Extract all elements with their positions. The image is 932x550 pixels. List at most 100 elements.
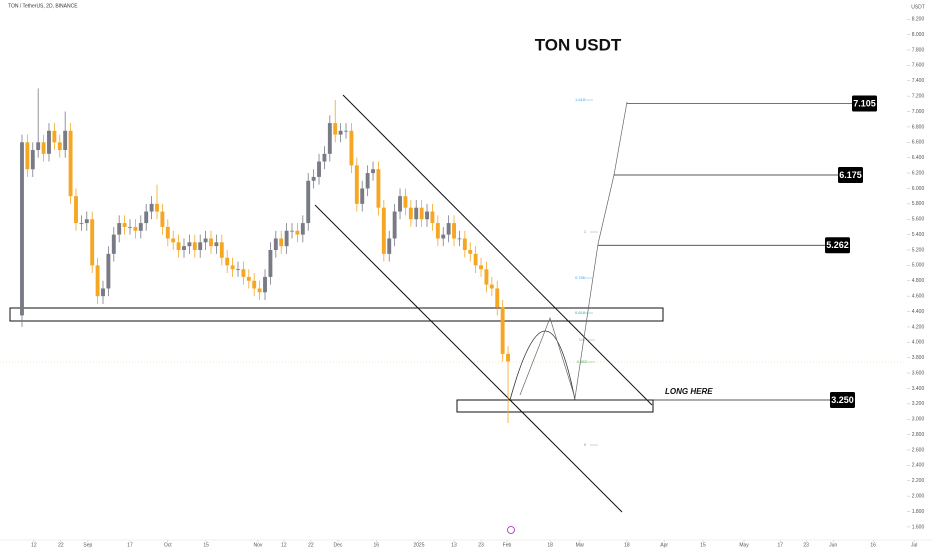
target-label: 7.105 xyxy=(853,98,876,108)
y-tick-label: 8.000 xyxy=(912,32,925,38)
candle-body xyxy=(133,226,138,231)
candle-body xyxy=(327,123,332,154)
x-tick-label: 18 xyxy=(547,542,553,548)
candle-body xyxy=(171,238,176,243)
candle-body xyxy=(117,223,122,235)
candle-body xyxy=(360,188,365,204)
candle-body xyxy=(425,211,429,220)
y-tick-label: 4.200 xyxy=(912,324,925,330)
y-tick-label: 6.400 xyxy=(912,155,925,161)
candle-body xyxy=(106,253,111,289)
candle-body xyxy=(311,176,316,181)
x-tick-label: 18 xyxy=(624,542,630,548)
y-tick-label: 5.800 xyxy=(912,201,925,207)
candle-body xyxy=(219,242,224,258)
x-tick-label: 16 xyxy=(870,542,876,548)
x-tick-label: 17 xyxy=(777,542,783,548)
candle-body xyxy=(403,196,408,208)
candle-body xyxy=(468,250,473,254)
candle-body xyxy=(209,238,213,247)
candle-body xyxy=(176,242,181,250)
candle-body xyxy=(457,238,462,240)
target-label: 5.262 xyxy=(826,240,849,250)
candle-body xyxy=(365,173,370,189)
fib-label: 0.618 xyxy=(575,310,586,315)
y-tick-label: 6.200 xyxy=(912,170,925,176)
candle-body xyxy=(57,142,62,150)
channel-upper xyxy=(342,94,653,406)
event-icon[interactable] xyxy=(507,526,515,534)
candle-body xyxy=(452,223,456,239)
candle-body xyxy=(182,246,186,250)
x-tick-label: 15 xyxy=(203,542,209,548)
x-tick-label: 16 xyxy=(373,542,379,548)
candle-body xyxy=(252,280,257,289)
candle-body xyxy=(284,230,289,247)
candle-body xyxy=(187,242,192,247)
y-tick-label: 4.600 xyxy=(912,293,925,299)
candle-body xyxy=(435,223,440,239)
target-tag xyxy=(825,237,850,254)
candle-body xyxy=(138,223,143,231)
candle-body xyxy=(344,130,348,132)
candle-body xyxy=(273,238,278,250)
candle-body xyxy=(241,269,246,277)
candle-body xyxy=(214,242,219,247)
y-tick-label: 3.000 xyxy=(912,417,925,423)
candle-body xyxy=(430,211,435,224)
candle-body xyxy=(25,142,30,170)
candle-body xyxy=(484,269,489,285)
y-tick-label: 6.600 xyxy=(912,140,925,146)
y-tick-label: 7.800 xyxy=(912,47,925,53)
candle-body xyxy=(68,130,73,197)
y-tick-label: 7.600 xyxy=(912,63,925,69)
candle-body xyxy=(479,265,483,270)
candle-body xyxy=(300,223,305,235)
candle-body xyxy=(489,284,494,289)
x-tick-label: 17 xyxy=(127,542,133,548)
y-tick-label: 3.200 xyxy=(912,401,925,407)
y-tick-label: 1.600 xyxy=(912,524,925,530)
header: TON / TetherUS, 2D, BINANCE xyxy=(8,3,78,9)
fib-label: 0.5 xyxy=(579,337,585,342)
fib-label: 1.618 xyxy=(575,97,586,102)
y-tick-label: 6.000 xyxy=(912,186,925,192)
candle-body xyxy=(47,130,51,154)
candle-body xyxy=(128,226,132,228)
y-tick-label: 2.800 xyxy=(912,432,925,438)
candle-body xyxy=(74,196,78,224)
x-tick-label: 23 xyxy=(803,542,809,548)
x-tick-label: Oct xyxy=(164,542,172,548)
candle-body xyxy=(20,142,24,316)
x-tick-label: Nov xyxy=(254,542,263,548)
candle-body xyxy=(295,230,300,235)
channel-lower xyxy=(314,204,623,513)
candle-body xyxy=(371,169,375,174)
y-tick-label: 5.000 xyxy=(912,263,925,269)
candle-body xyxy=(419,207,424,220)
candle-body xyxy=(155,203,159,212)
candle-body xyxy=(225,257,230,266)
y-tick-label: 4.400 xyxy=(912,309,925,315)
fib-label: 0.382 xyxy=(577,359,588,364)
candle-body xyxy=(203,238,208,243)
candle-body xyxy=(198,242,203,250)
y-tick-label: 7.000 xyxy=(912,109,925,115)
x-tick-label: Dec xyxy=(333,542,342,548)
y-tick-label: 4.000 xyxy=(912,340,925,346)
x-tick-label: 12 xyxy=(281,542,287,548)
candle-body xyxy=(90,219,95,266)
candle-body xyxy=(317,161,321,177)
candle-body xyxy=(500,307,505,354)
projection-path xyxy=(519,101,628,399)
candle-body xyxy=(354,165,359,204)
target-tag xyxy=(852,95,877,112)
y-tick-label: 3.600 xyxy=(912,370,925,376)
y-tick-label: 2.200 xyxy=(912,478,925,484)
candle-body xyxy=(387,238,392,254)
target-tag xyxy=(830,392,855,408)
candle-body xyxy=(63,130,68,150)
x-tick-label: 2025 xyxy=(413,542,424,548)
y-tick-label: 2.600 xyxy=(912,447,925,453)
